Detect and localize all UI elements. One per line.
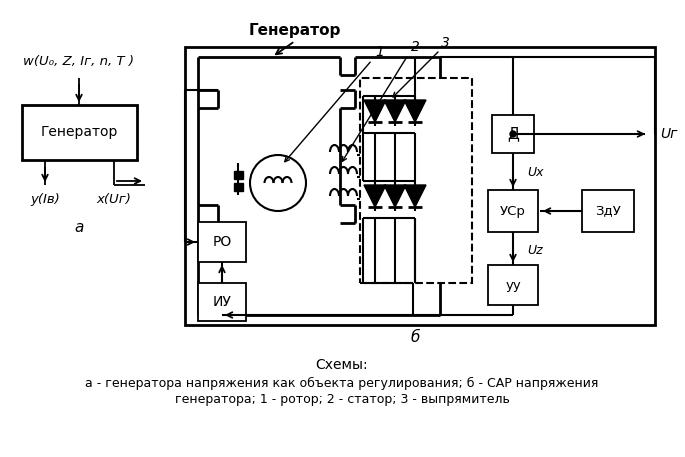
Bar — [22, 105, 137, 160]
Polygon shape — [364, 185, 386, 207]
Bar — [185, 47, 655, 325]
Text: Генератор: Генератор — [249, 22, 341, 37]
Text: а: а — [74, 220, 84, 235]
Polygon shape — [364, 100, 386, 122]
Text: Генератор: Генератор — [40, 125, 118, 139]
Text: РО: РО — [212, 235, 232, 249]
Text: Д: Д — [507, 127, 519, 142]
Bar — [198, 283, 246, 321]
Text: уу: уу — [505, 278, 521, 292]
Bar — [488, 190, 538, 232]
Text: 2: 2 — [410, 40, 419, 54]
Text: x(Uг): x(Uг) — [97, 193, 132, 207]
Bar — [360, 78, 472, 283]
Bar — [234, 171, 243, 179]
Polygon shape — [384, 100, 406, 122]
Text: б: б — [410, 330, 420, 345]
Text: w(U₀, Z, Iг, n, T ): w(U₀, Z, Iг, n, T ) — [23, 55, 134, 69]
Text: Схемы:: Схемы: — [316, 358, 369, 372]
Bar — [582, 190, 634, 232]
Text: 3: 3 — [440, 36, 449, 50]
Text: генератора; 1 - ротор; 2 - статор; 3 - выпрямитель: генератора; 1 - ротор; 2 - статор; 3 - в… — [175, 393, 510, 406]
Bar — [234, 183, 243, 191]
Bar — [198, 222, 246, 262]
Circle shape — [510, 131, 516, 137]
Polygon shape — [384, 185, 406, 207]
Text: y(Iв): y(Iв) — [30, 193, 60, 207]
Text: Uг: Uг — [660, 127, 677, 141]
Text: ЗдУ: ЗдУ — [595, 204, 621, 218]
Text: а - генератора напряжения как объекта регулирования; б - САР напряжения: а - генератора напряжения как объекта ре… — [86, 377, 599, 389]
Polygon shape — [404, 100, 426, 122]
Text: ИУ: ИУ — [212, 295, 232, 309]
Text: Uх: Uх — [527, 166, 543, 180]
Text: 1: 1 — [375, 45, 384, 59]
Text: Uz: Uz — [527, 244, 543, 256]
Bar — [492, 115, 534, 153]
Text: УСр: УСр — [500, 204, 526, 218]
Bar — [488, 265, 538, 305]
Polygon shape — [404, 185, 426, 207]
